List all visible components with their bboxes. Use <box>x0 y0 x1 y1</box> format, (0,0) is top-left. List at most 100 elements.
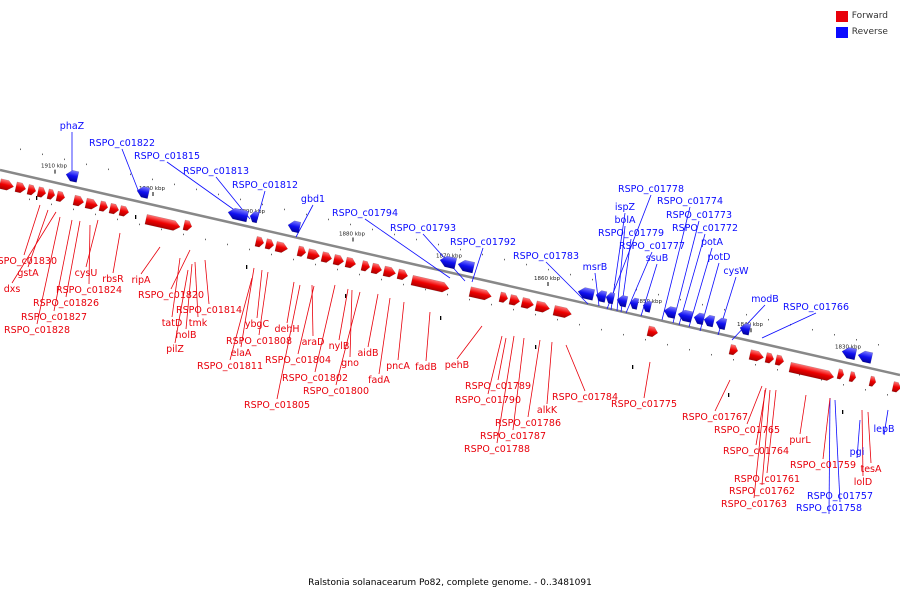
gene-label-rspo_c01761[interactable]: RSPO_c01761 <box>734 474 800 485</box>
forward-gene-arrow <box>98 200 109 212</box>
gene-label-fada[interactable]: fadA <box>368 375 390 386</box>
gene-label-pehb[interactable]: pehB <box>445 360 469 371</box>
gene-label-rspo_c01784[interactable]: RSPO_c01784 <box>552 392 618 403</box>
gene-label-rspo_c01808[interactable]: RSPO_c01808 <box>226 336 292 347</box>
gene-label-rspo_c01778[interactable]: RSPO_c01778 <box>618 184 684 195</box>
gene-label-rspo_c01813[interactable]: RSPO_c01813 <box>183 166 249 177</box>
track-dot <box>548 268 549 271</box>
gene-label-ssub[interactable]: ssuB <box>646 253 668 264</box>
gene-label-rspo_c01759[interactable]: RSPO_c01759 <box>790 460 856 471</box>
gene-label-rspo_c01828[interactable]: RSPO_c01828 <box>4 325 70 336</box>
gene-label-rspo_c01773[interactable]: RSPO_c01773 <box>666 210 732 221</box>
gene-label-rspo_c01830[interactable]: RSPO_c01830 <box>0 256 57 267</box>
gene-label-pota[interactable]: potA <box>701 237 724 248</box>
gene-label-potd[interactable]: potD <box>708 252 731 263</box>
gene-label-rspo_c01783[interactable]: RSPO_c01783 <box>513 251 579 262</box>
track-dot <box>482 253 483 256</box>
forward-gene-arrow <box>891 381 900 393</box>
gene-label-rspo_c01786[interactable]: RSPO_c01786 <box>495 418 561 429</box>
gene-label-rbsr[interactable]: rbsR <box>102 274 124 285</box>
gene-label-rspo_c01794[interactable]: RSPO_c01794 <box>332 208 398 219</box>
gene-label-tmk[interactable]: tmk <box>189 318 208 329</box>
gene-label-bola[interactable]: bolA <box>615 215 636 226</box>
gene-label-arad[interactable]: araD <box>302 337 325 348</box>
gene-label-pilz[interactable]: pilZ <box>166 344 184 355</box>
gene-label-lold[interactable]: lolD <box>854 477 872 488</box>
gene-label-rspo_c01767[interactable]: RSPO_c01767 <box>682 412 748 423</box>
gene-label-ripa[interactable]: ripA <box>131 275 151 286</box>
reverse-gene-arrow <box>595 290 608 303</box>
gene-label-rspo_c01757[interactable]: RSPO_c01757 <box>807 491 873 502</box>
gene-label-pgi[interactable]: pgi <box>850 447 865 458</box>
gene-label-rspo_c01764[interactable]: RSPO_c01764 <box>723 446 789 457</box>
gene-label-fadb[interactable]: fadB <box>415 362 437 373</box>
gene-label-rspo_c01793[interactable]: RSPO_c01793 <box>390 223 456 234</box>
gene-label-rspo_c01775[interactable]: RSPO_c01775 <box>611 399 677 410</box>
gene-label-purl[interactable]: purL <box>789 435 811 446</box>
gene-label-rspo_c01814[interactable]: RSPO_c01814 <box>176 305 242 316</box>
gene-label-rspo_c01762[interactable]: RSPO_c01762 <box>729 486 795 497</box>
gene-label-rspo_c01802[interactable]: RSPO_c01802 <box>282 373 348 384</box>
gene-label-rspo_c01812[interactable]: RSPO_c01812 <box>232 180 298 191</box>
forward-gene-arrow <box>774 354 785 366</box>
gene-label-rspo_c01790[interactable]: RSPO_c01790 <box>455 395 521 406</box>
gene-label-rspo_c01800[interactable]: RSPO_c01800 <box>303 386 369 397</box>
gene-label-rspo_c01788[interactable]: RSPO_c01788 <box>464 444 530 455</box>
gene-label-msrb[interactable]: msrB <box>583 262 608 273</box>
gene-label-rspo_c01774[interactable]: RSPO_c01774 <box>657 196 723 207</box>
gene-label-rspo_c01789[interactable]: RSPO_c01789 <box>465 381 531 392</box>
gene-label-rspo_c01824[interactable]: RSPO_c01824 <box>56 285 122 296</box>
gene-label-rspo_c01763[interactable]: RSPO_c01763 <box>721 499 787 510</box>
gene-label-pnca[interactable]: pncA <box>386 361 410 372</box>
legend-item-reverse: Reverse <box>835 24 888 40</box>
gene-label-rspo_c01765[interactable]: RSPO_c01765 <box>714 425 780 436</box>
gene-label-tatd[interactable]: tatD <box>162 318 183 329</box>
gene-label-elaa[interactable]: elaA <box>231 348 252 359</box>
gene-label-phaz[interactable]: phaZ <box>60 121 85 132</box>
tick-label: 1830 kbp <box>835 345 861 351</box>
gene-label-rspo_c01811[interactable]: RSPO_c01811 <box>197 361 263 372</box>
gene-label-rspo_c01804[interactable]: RSPO_c01804 <box>265 355 331 366</box>
gene-label-modb[interactable]: modB <box>751 294 779 305</box>
gene-label-alkk[interactable]: alkK <box>537 405 558 416</box>
gene-label-dehh[interactable]: dehH <box>274 324 299 335</box>
gene-leader-line <box>746 385 763 425</box>
gene-label-rspo_c01792[interactable]: RSPO_c01792 <box>450 237 516 248</box>
gene-label-rspo_c01787[interactable]: RSPO_c01787 <box>480 431 546 442</box>
gene-label-gbd1[interactable]: gbd1 <box>301 194 325 205</box>
gene-label-ybgc[interactable]: ybgC <box>245 319 270 330</box>
track-dash <box>36 196 38 200</box>
gene-label-rspo_c01815[interactable]: RSPO_c01815 <box>134 151 200 162</box>
gene-leader-line <box>867 411 872 464</box>
gene-label-lepb[interactable]: lepB <box>873 424 894 435</box>
gene-label-rspo_c01758[interactable]: RSPO_c01758 <box>796 503 862 514</box>
genome-caption: Ralstonia solanacearum Po82, complete ge… <box>308 578 592 588</box>
gene-label-holb[interactable]: holB <box>176 330 197 341</box>
gene-label-rspo_c01779[interactable]: RSPO_c01779 <box>598 228 664 239</box>
gene-leader-line <box>678 233 706 326</box>
track-dot <box>438 243 439 246</box>
gene-label-rspo_c01827[interactable]: RSPO_c01827 <box>21 312 87 323</box>
gene-label-gsta[interactable]: gstA <box>17 268 39 279</box>
gene-label-rspo_c01826[interactable]: RSPO_c01826 <box>33 298 99 309</box>
gene-label-tesa[interactable]: tesA <box>860 464 882 475</box>
track-dot <box>240 198 241 201</box>
gene-label-dxs[interactable]: dxs <box>4 284 21 295</box>
gene-label-aidb[interactable]: aidB <box>357 348 378 359</box>
gene-label-rspo_c01766[interactable]: RSPO_c01766 <box>783 302 849 313</box>
gene-label-rspo_c01777[interactable]: RSPO_c01777 <box>619 241 685 252</box>
gene-label-ispz[interactable]: ispZ <box>615 202 636 213</box>
tick-label: 1890 kbp <box>239 209 265 215</box>
gene-label-rspo_c01822[interactable]: RSPO_c01822 <box>89 138 155 149</box>
track-dot <box>218 193 219 196</box>
gene-label-rspo_c01805[interactable]: RSPO_c01805 <box>244 400 310 411</box>
gene-label-gno[interactable]: gno <box>341 358 359 369</box>
gene-label-rspo_c01820[interactable]: RSPO_c01820 <box>138 290 204 301</box>
gene-label-cysw[interactable]: cysW <box>723 266 749 277</box>
gene-label-nylb[interactable]: nylB <box>329 341 350 352</box>
gene-label-rspo_c01772[interactable]: RSPO_c01772 <box>672 223 738 234</box>
gene-label-cysu[interactable]: cysU <box>75 268 98 279</box>
forward-gene-arrow <box>646 325 659 338</box>
forward-gene-arrow <box>55 190 66 202</box>
gene-leader-line <box>297 285 315 355</box>
